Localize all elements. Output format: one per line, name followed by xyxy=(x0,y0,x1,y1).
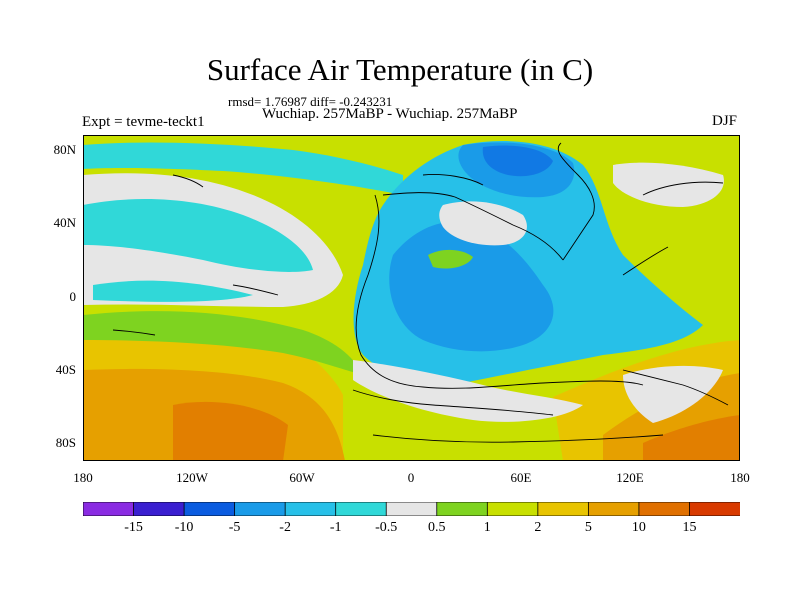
lat-tick-40s: 40S xyxy=(55,362,76,377)
colorbar-label: -2 xyxy=(279,520,291,535)
northern-coldest-core xyxy=(482,145,553,177)
colorbar-label: -15 xyxy=(124,520,143,535)
lon-tick-0: 0 xyxy=(407,470,415,485)
colorbar-swatch xyxy=(335,502,388,516)
northern-cool-band xyxy=(83,142,403,195)
colorbar-swatch xyxy=(385,502,438,516)
lon-tick-120e: 120E xyxy=(616,470,644,485)
coastlines xyxy=(112,142,729,443)
colorbar-label: 5 xyxy=(584,520,592,535)
colorbar-swatch xyxy=(183,502,236,516)
colorbar-swatch xyxy=(284,502,337,516)
colorbar-swatch xyxy=(436,502,489,516)
temperature-map xyxy=(83,135,740,461)
colorbar-label: -10 xyxy=(174,520,194,535)
lon-tick-180e: 180 xyxy=(730,470,750,485)
southern-mild-band xyxy=(83,311,363,375)
colorbar-swatch xyxy=(587,502,640,516)
colorbar-swatch xyxy=(83,502,135,516)
lat-tick-80s: 80S xyxy=(55,435,76,450)
western-cool-tongue-2 xyxy=(93,280,253,302)
southern-neutral-patch xyxy=(353,360,583,422)
stats-label: rmsd= 1.76987 diff= -0.243231 xyxy=(228,94,393,109)
colorbar-swatch xyxy=(638,502,691,516)
colorbar-swatch xyxy=(537,502,590,516)
colorbar-swatch xyxy=(234,502,287,516)
eastern-neutral-patch xyxy=(623,365,723,423)
colorbar-label: 0.5 xyxy=(428,520,446,535)
experiment-subtitle: Wuchiap. 257MaBP - Wuchiap. 257MaBP xyxy=(262,106,518,122)
colorbar-swatch xyxy=(133,502,185,516)
colorbar xyxy=(83,502,740,516)
colorbar-label: 15 xyxy=(682,520,697,535)
colorbar-label: -0.5 xyxy=(375,520,398,535)
lat-tick-40n: 40N xyxy=(53,215,76,230)
lat-tick-80n: 80N xyxy=(53,142,76,157)
lon-tick-180w: 180 xyxy=(73,470,93,485)
lon-tick-60e: 60E xyxy=(510,470,532,485)
season-label: DJF xyxy=(711,113,737,129)
southern-hot-core-east xyxy=(643,415,740,461)
northeast-neutral-patch xyxy=(613,162,724,207)
colorbar-label: -1 xyxy=(329,520,342,535)
colorbar-swatch xyxy=(486,502,539,516)
lon-tick-120w: 120W xyxy=(176,470,208,485)
colorbar-swatch xyxy=(689,502,740,516)
lat-tick-0: 0 xyxy=(69,289,77,304)
southern-hot-core xyxy=(173,401,288,461)
plot-title: Surface Air Temperature (in C) xyxy=(206,52,594,87)
colorbar-label: 1 xyxy=(483,520,491,535)
colorbar-label: 2 xyxy=(534,520,542,535)
lon-tick-60w: 60W xyxy=(289,470,315,485)
western-cool-tongue xyxy=(83,199,313,272)
colorbar-label: -5 xyxy=(228,520,241,535)
experiment-label: Expt = tevme-teckt1 xyxy=(82,114,205,130)
colorbar-label: 10 xyxy=(631,520,646,535)
tethys-neutral-patch xyxy=(439,201,527,246)
tethys-mild-patch xyxy=(428,249,473,269)
map-frame xyxy=(83,135,740,461)
